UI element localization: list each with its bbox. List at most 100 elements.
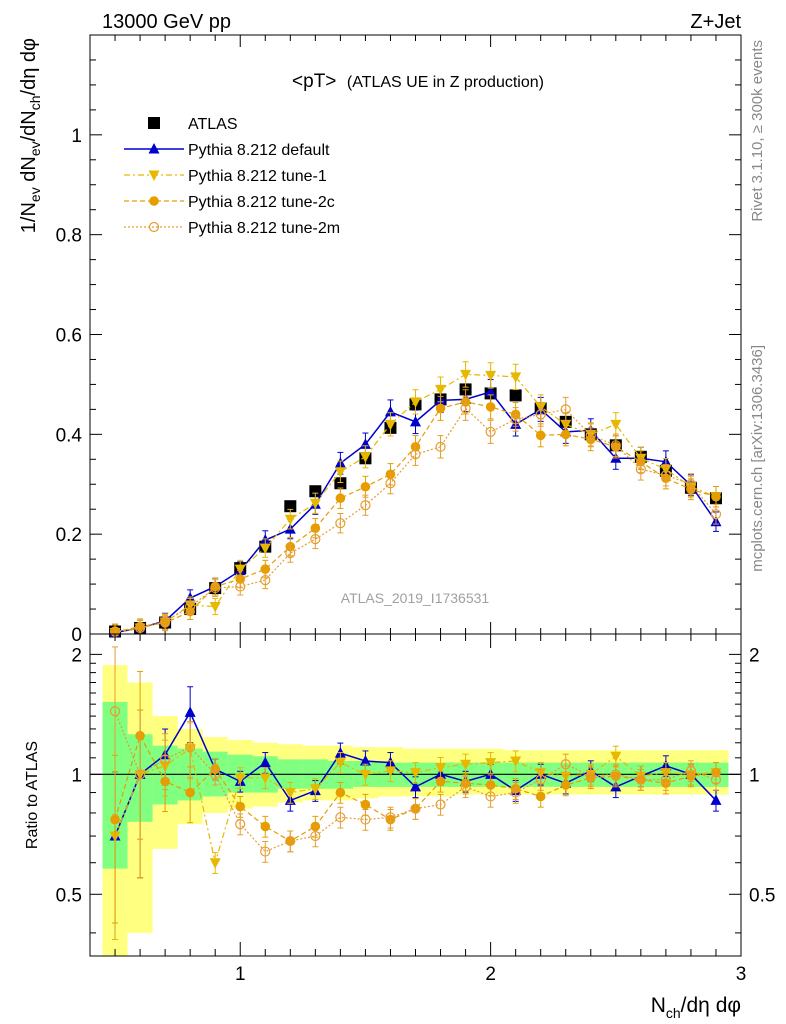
point-tune2m bbox=[560, 404, 571, 415]
ratio-xtick-label: 3 bbox=[736, 964, 747, 985]
ratio-point-tune2m bbox=[385, 812, 396, 823]
ratio-ytick-label-right: 0.5 bbox=[749, 885, 775, 906]
point-tune2c bbox=[485, 402, 496, 412]
ratio-point-tune1 bbox=[460, 759, 472, 771]
point-tune1 bbox=[435, 384, 447, 396]
point-data bbox=[509, 389, 522, 402]
point-tune2m bbox=[410, 449, 421, 460]
main-ylabel: 1/Nev dNev/dNch/dη dφ bbox=[18, 38, 43, 233]
ratio-xtick-label: 2 bbox=[485, 964, 496, 985]
legend-marker-default bbox=[148, 143, 160, 154]
point-tune1 bbox=[334, 467, 346, 478]
ratio-point-tune2c bbox=[560, 780, 571, 790]
point-tune2m bbox=[385, 478, 396, 489]
point-tune2m bbox=[635, 464, 646, 475]
ratio-point-tune2m bbox=[160, 754, 171, 765]
point-tune2m bbox=[185, 601, 196, 612]
point-tune2m bbox=[585, 430, 596, 441]
main-ytick-label: 0.6 bbox=[56, 326, 82, 347]
ratio-point-tune2m bbox=[535, 774, 546, 785]
ratio-point-tune2m bbox=[260, 846, 271, 857]
ratio-point-tune1 bbox=[510, 756, 522, 768]
ratio-point-default bbox=[710, 794, 722, 805]
legend-marker-tune1 bbox=[148, 170, 160, 181]
point-default bbox=[485, 385, 497, 397]
legend-label-default: Pythia 8.212 default bbox=[188, 142, 330, 159]
ratio-point-tune2m bbox=[185, 742, 196, 753]
ratio-point-tune1 bbox=[359, 769, 371, 781]
main-ytick-label: 1 bbox=[71, 126, 82, 147]
point-tune2m bbox=[310, 534, 321, 545]
point-tune2m bbox=[260, 574, 271, 586]
ratio-xtick-label: 1 bbox=[235, 964, 246, 985]
ratio-point-tune2c bbox=[260, 821, 271, 832]
ratio-point-tune2m bbox=[685, 765, 697, 777]
point-default bbox=[384, 405, 396, 417]
ratio-point-tune1 bbox=[309, 784, 321, 795]
ratio-ytick-label: 1 bbox=[71, 765, 82, 786]
ratio-point-tune2m bbox=[335, 812, 346, 823]
rivet-label: Rivet 3.1.10, ≥ 300k events bbox=[749, 40, 766, 222]
ratio-point-tune2c bbox=[535, 791, 546, 802]
ratio-point-tune2m bbox=[560, 759, 571, 770]
main-title-pt: <pT> bbox=[292, 71, 336, 92]
point-tune2c bbox=[435, 403, 446, 414]
point-tune1 bbox=[234, 564, 246, 576]
main-ytick-label: 0.8 bbox=[56, 226, 82, 247]
point-tune2m bbox=[435, 441, 446, 452]
ratio-point-tune1 bbox=[485, 758, 497, 769]
point-tune1 bbox=[384, 419, 396, 431]
ratio-point-tune1 bbox=[209, 858, 221, 869]
point-tune1 bbox=[460, 369, 472, 381]
point-data bbox=[334, 477, 347, 490]
point-tune2c bbox=[560, 429, 571, 440]
point-tune1 bbox=[410, 397, 421, 408]
ratio-point-tune2c bbox=[335, 787, 346, 798]
series-tune2m bbox=[109, 395, 722, 637]
ratio-series-tune2m bbox=[109, 646, 722, 879]
legend-label-tune2c: Pythia 8.212 tune-2c bbox=[188, 194, 335, 211]
legend-marker-tune2m bbox=[148, 221, 160, 233]
ratio-point-tune2m bbox=[485, 791, 496, 802]
point-tune1 bbox=[284, 514, 296, 526]
main-ytick-label: 0 bbox=[71, 625, 82, 646]
point-tune1 bbox=[510, 372, 522, 383]
point-tune2c bbox=[711, 491, 721, 502]
legend: ATLAS Pythia 8.212 default Pythia 8.212 tu… bbox=[124, 116, 340, 237]
ratio-point-tune2m bbox=[460, 781, 471, 792]
ratio-point-tune2c bbox=[485, 780, 496, 790]
ratio-point-tune2m bbox=[410, 803, 421, 814]
ratio-point-tune1 bbox=[259, 773, 271, 784]
main-title: <pT> (ATLAS UE in Z production) bbox=[292, 71, 544, 92]
point-tune1 bbox=[485, 370, 497, 382]
legend-label-tune2m: Pythia 8.212 tune-2m bbox=[188, 220, 340, 237]
ratio-point-tune1 bbox=[234, 773, 246, 784]
xlabel: Nch/dη dφ bbox=[651, 994, 741, 1021]
ratio-point-default bbox=[259, 756, 271, 768]
legend-label-tune1: Pythia 8.212 tune-1 bbox=[188, 168, 327, 185]
ratio-point-tune2c bbox=[110, 814, 120, 825]
ratio-ytick-label: 0.5 bbox=[56, 885, 82, 906]
ratio-point-tune2m bbox=[109, 706, 121, 717]
ratio-point-tune2m bbox=[210, 769, 221, 780]
ratio-point-tune2m bbox=[435, 799, 446, 810]
point-tune2m bbox=[285, 548, 296, 559]
ratio-point-tune2c bbox=[360, 799, 371, 810]
point-tune2m bbox=[460, 403, 471, 414]
point-default bbox=[410, 415, 421, 427]
ratio-point-tune1 bbox=[384, 766, 396, 777]
main-ytick-label: 0.4 bbox=[56, 425, 83, 446]
point-tune2m bbox=[210, 582, 221, 594]
ratio-point-tune2m bbox=[285, 835, 296, 847]
point-tune2m bbox=[160, 616, 171, 627]
legend-label-data: ATLAS bbox=[188, 116, 238, 133]
point-tune2m bbox=[710, 509, 722, 520]
ratio-point-default bbox=[184, 706, 196, 717]
ratio-ylabel: Ratio to ATLAS bbox=[24, 741, 41, 849]
point-tune2m bbox=[235, 581, 246, 592]
mcplots-label: mcplots.cern.ch [arXiv:1306.3436] bbox=[749, 345, 766, 572]
legend-marker-data bbox=[148, 117, 160, 129]
point-tune2m bbox=[510, 414, 521, 425]
energy-label: 13000 GeV pp bbox=[102, 11, 231, 33]
